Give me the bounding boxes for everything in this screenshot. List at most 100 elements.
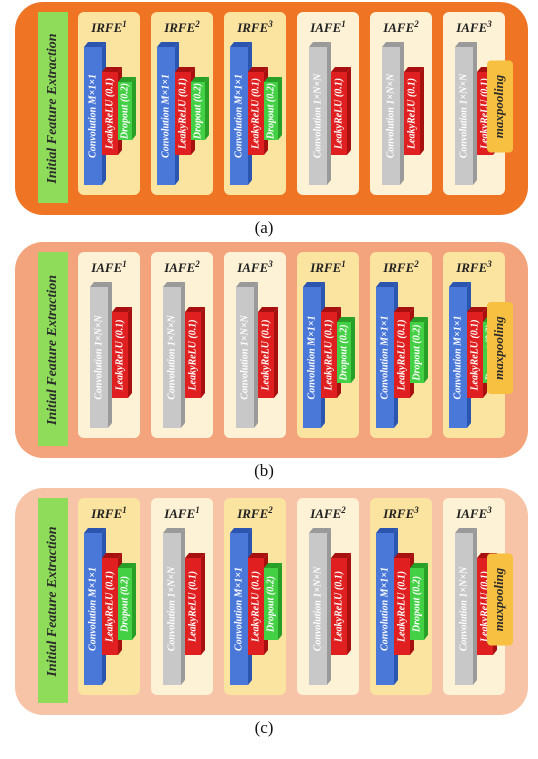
- block-sup: 2: [194, 259, 200, 269]
- dropout-layer-top: [264, 563, 282, 568]
- dropout-layer: [264, 82, 278, 140]
- conv-layer: [157, 47, 175, 185]
- block: IRFE3 Convolution M×1×1 LeakyReLU (0.1) Dro…: [370, 498, 432, 695]
- leakyrelu-layer-top: [248, 553, 268, 558]
- leakyrelu-layer-top: [394, 307, 414, 312]
- leakyrelu-layer-label: LeakyReLU (0.1): [406, 78, 417, 150]
- block-name: IAFE: [455, 20, 487, 35]
- block-name: IRFE: [90, 506, 122, 521]
- block-title: IRFE3: [382, 505, 419, 521]
- block-name: IAFE: [309, 20, 341, 35]
- dropout-layer-top: [410, 317, 428, 322]
- leakyrelu-layer-label: LeakyReLU (0.1): [104, 571, 115, 643]
- block-sup: 1: [122, 259, 127, 269]
- leakyrelu-layer: [102, 558, 118, 655]
- conv-layer-top: [309, 42, 331, 47]
- conv-layer-label: Convolution M×1×1: [379, 567, 390, 651]
- dropout-layer-side: [205, 77, 209, 140]
- conv-layer-top: [455, 42, 477, 47]
- pool-box: [487, 60, 513, 153]
- conv-layer-side: [108, 282, 112, 428]
- side-box: [38, 12, 68, 203]
- dropout-layer-side: [132, 563, 136, 640]
- conv-layer-top: [303, 282, 325, 287]
- block-sup: 2: [267, 505, 273, 515]
- leakyrelu-layer-side: [420, 67, 424, 155]
- leakyrelu-layer-label: LeakyReLU (0.1): [396, 319, 407, 391]
- block-name: IAFE: [163, 506, 195, 521]
- side-label: Initial Feature Extraction: [45, 33, 60, 184]
- leakyrelu-layer: [112, 312, 128, 398]
- block-title: IRFE1: [90, 505, 127, 521]
- leakyrelu-layer-label: LeakyReLU (0.1): [469, 319, 480, 391]
- block-sup: 1: [195, 505, 200, 515]
- leakyrelu-layer-label: LeakyReLU (0.1): [187, 319, 198, 391]
- conv-layer-top: [157, 42, 179, 47]
- leakyrelu-layer-top: [185, 307, 205, 312]
- conv-layer-top: [90, 282, 112, 287]
- block-sup: 1: [122, 19, 127, 29]
- block-title: IAFE1: [163, 505, 200, 521]
- conv-layer: [376, 287, 394, 428]
- dropout-layer-top: [337, 317, 355, 322]
- block-sup: 1: [122, 505, 127, 515]
- leakyrelu-layer-label: LeakyReLU (0.1): [250, 78, 261, 150]
- leakyrelu-layer: [321, 312, 337, 398]
- leakyrelu-layer-side: [347, 67, 351, 155]
- leakyrelu-layer-top: [112, 307, 132, 312]
- conv-layer-label: Convolution M×1×1: [233, 567, 244, 651]
- dropout-layer-top: [410, 563, 428, 568]
- block-title: IRFE2: [236, 505, 273, 521]
- dropout-layer-side: [278, 563, 282, 640]
- conv-layer-label: Convolution 1×N×N: [312, 73, 323, 158]
- pool-label: maxpooling: [491, 74, 506, 138]
- block-sup: 2: [194, 19, 200, 29]
- block-name: IAFE: [455, 506, 487, 521]
- conv-layer-label: Convolution 1×N×N: [239, 314, 250, 399]
- leakyrelu-layer-label: LeakyReLU (0.1): [333, 571, 344, 643]
- leakyrelu-layer: [394, 312, 410, 398]
- conv-layer: [455, 47, 473, 185]
- block-name: IRFE: [382, 260, 414, 275]
- conv-layer-top: [309, 528, 331, 533]
- dropout-layer-label: Dropout (0.2): [411, 324, 422, 381]
- block: IAFE2 Convolution 1×N×N LeakyReLU (0.1): [297, 498, 359, 695]
- dropout-layer-side: [278, 77, 282, 140]
- dropout-layer-top: [118, 77, 136, 82]
- dropout-layer: [410, 322, 424, 383]
- leakyrelu-layer-label: LeakyReLU (0.1): [250, 571, 261, 643]
- leakyrelu-layer: [175, 72, 191, 155]
- conv-layer-side: [254, 282, 258, 428]
- conv-layer-label: Convolution M×1×1: [160, 74, 171, 158]
- conv-layer-label: Convolution M×1×1: [233, 74, 244, 158]
- dropout-layer: [118, 82, 132, 140]
- conv-layer: [303, 287, 321, 428]
- block-title: IAFE2: [382, 19, 419, 35]
- conv-layer: [449, 287, 467, 428]
- leakyrelu-layer-label: LeakyReLU (0.1): [479, 571, 490, 643]
- block-name: IRFE: [309, 260, 341, 275]
- conv-layer-label: Convolution 1×N×N: [166, 566, 177, 651]
- leakyrelu-layer: [248, 72, 264, 155]
- dropout-layer-top: [191, 77, 209, 82]
- leakyrelu-layer-top: [394, 553, 414, 558]
- block-name: IAFE: [163, 260, 195, 275]
- leakyrelu-layer-side: [201, 307, 205, 398]
- block-sup: 1: [341, 259, 346, 269]
- block: IRFE1 Convolution M×1×1 LeakyReLU (0.1) Dro…: [78, 498, 140, 695]
- block-name: IRFE: [163, 20, 195, 35]
- dropout-layer: [410, 568, 424, 640]
- conv-layer-top: [376, 528, 398, 533]
- leakyrelu-layer: [467, 312, 483, 398]
- leakyrelu-layer-label: LeakyReLU (0.1): [396, 571, 407, 643]
- block-sup: 1: [341, 19, 346, 29]
- panel: Initial Feature Extraction IRFE 1 Convoluti…: [15, 2, 528, 237]
- leakyrelu-layer-label: LeakyReLU (0.1): [187, 571, 198, 643]
- block: IAFE3 Convolution 1×N×N LeakyReLU (0.1): [224, 252, 286, 438]
- leakyrelu-layer: [258, 312, 274, 398]
- block-title: IRFE3: [236, 19, 273, 35]
- conv-layer-top: [84, 42, 106, 47]
- conv-layer-top: [455, 528, 477, 533]
- leakyrelu-layer: [248, 558, 264, 655]
- dropout-layer-label: Dropout (0.2): [119, 576, 130, 633]
